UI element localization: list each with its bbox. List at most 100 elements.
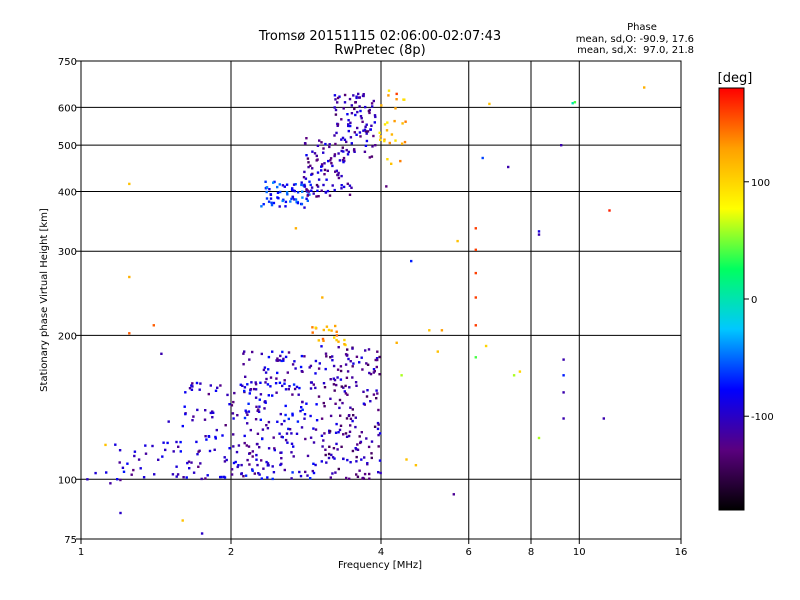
data-point <box>355 473 358 476</box>
data-point <box>176 473 180 476</box>
data-point <box>267 368 270 371</box>
data-point <box>374 144 377 147</box>
data-point <box>234 460 237 464</box>
data-point <box>374 115 377 119</box>
data-point <box>269 376 273 379</box>
data-point <box>226 393 229 397</box>
data-point <box>328 194 332 197</box>
data-point <box>280 435 283 438</box>
data-point <box>196 453 199 456</box>
data-point <box>361 120 364 123</box>
data-point <box>377 471 380 474</box>
data-point <box>280 457 283 460</box>
data-point <box>258 446 261 449</box>
data-point <box>270 201 273 204</box>
data-point <box>364 349 367 352</box>
data-point <box>363 456 366 459</box>
data-point <box>351 408 354 411</box>
data-point <box>312 441 316 444</box>
data-point <box>296 201 300 205</box>
data-point <box>372 134 375 138</box>
data-point <box>343 138 347 141</box>
data-point <box>341 146 344 149</box>
data-point <box>299 474 303 478</box>
data-point <box>318 362 321 365</box>
data-point <box>452 493 455 496</box>
data-point <box>314 372 317 375</box>
data-point <box>372 371 375 374</box>
data-point <box>190 388 194 391</box>
x-tick-labels: 1 2 4 6 8 10 16 <box>78 539 687 558</box>
data-point <box>276 185 279 189</box>
data-point <box>309 164 312 167</box>
data-point <box>249 428 252 432</box>
data-point <box>251 468 254 471</box>
data-point <box>323 168 327 172</box>
data-point <box>377 445 380 448</box>
data-point <box>250 381 253 384</box>
data-point <box>335 338 338 342</box>
data-point <box>385 185 388 188</box>
data-point <box>367 109 371 113</box>
data-point <box>335 422 338 426</box>
data-point <box>383 138 386 141</box>
data-point <box>264 180 267 183</box>
data-point <box>130 473 133 476</box>
data-point <box>317 339 320 342</box>
data-point <box>257 408 260 411</box>
data-point <box>325 178 328 181</box>
data-point <box>339 365 343 368</box>
y-tick-label: 600 <box>58 103 77 114</box>
data-point <box>289 200 292 203</box>
data-point <box>338 428 342 432</box>
data-point <box>352 94 355 97</box>
data-point <box>562 391 565 394</box>
data-point <box>294 367 297 370</box>
chart-title: Tromsø 20151115 02:06:00-02:07:43 <box>258 29 501 44</box>
data-point <box>232 400 235 404</box>
data-point <box>192 471 196 474</box>
data-point <box>291 393 294 396</box>
data-point <box>260 352 263 356</box>
x-tick-label: 6 <box>466 547 472 558</box>
data-point <box>342 185 346 189</box>
data-point <box>328 430 332 433</box>
data-point <box>279 412 282 416</box>
data-point <box>376 427 380 431</box>
data-point <box>281 350 284 354</box>
data-point <box>362 402 366 405</box>
data-point <box>325 325 329 328</box>
data-point <box>321 445 324 448</box>
data-point <box>315 195 318 198</box>
data-point <box>349 136 353 139</box>
data-point <box>364 105 367 109</box>
data-point <box>232 461 236 465</box>
data-point <box>331 456 335 459</box>
data-point <box>324 191 328 194</box>
data-point <box>166 441 169 445</box>
data-point <box>333 378 337 382</box>
data-point <box>331 472 334 475</box>
data-point <box>310 173 313 176</box>
data-point <box>306 474 309 477</box>
data-point <box>378 432 382 435</box>
data-point <box>208 449 212 453</box>
data-point <box>345 376 349 379</box>
data-point <box>370 440 374 443</box>
data-point <box>372 99 375 103</box>
data-point <box>316 171 320 174</box>
data-point <box>602 417 605 420</box>
colorbar-tick-label: 0 <box>751 295 757 306</box>
data-point <box>347 123 350 126</box>
data-point <box>292 445 295 448</box>
data-point <box>262 368 266 372</box>
data-point <box>256 442 259 446</box>
y-axis-label: Stationary phase Virtual Height [km] <box>39 208 50 392</box>
data-point <box>295 200 298 204</box>
data-point <box>346 153 350 156</box>
data-point <box>299 409 302 413</box>
data-point <box>308 193 311 196</box>
data-point <box>104 443 107 447</box>
data-point <box>332 377 335 380</box>
data-point <box>284 355 288 359</box>
